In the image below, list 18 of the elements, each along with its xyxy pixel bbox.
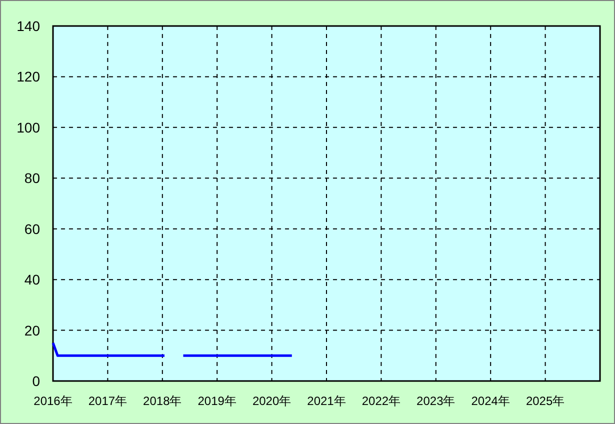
x-tick-label: 2022年 <box>362 394 401 408</box>
y-tick-label: 40 <box>24 272 40 288</box>
x-tick-label: 2023年 <box>416 394 456 408</box>
x-tick-label: 2016年 <box>34 394 72 408</box>
y-tick-label: 120 <box>16 68 40 85</box>
x-tick-label: 2018年 <box>143 394 182 408</box>
y-tick-label: 100 <box>16 119 40 136</box>
x-tick-label: 2021年 <box>307 394 346 408</box>
x-tick-label: 2019年 <box>198 394 236 408</box>
x-tick-label: 2025年 <box>526 394 565 408</box>
y-tick-label: 60 <box>24 220 40 237</box>
y-tick-label: 20 <box>24 322 40 338</box>
y-tick-label: 80 <box>24 170 40 186</box>
x-tick-label: 2017年 <box>88 394 128 408</box>
x-tick-label: 2024年 <box>471 394 510 408</box>
y-tick-label: 0 <box>32 373 40 389</box>
x-tick-label: 2020年 <box>252 394 292 408</box>
y-tick-label: 140 <box>16 18 40 34</box>
